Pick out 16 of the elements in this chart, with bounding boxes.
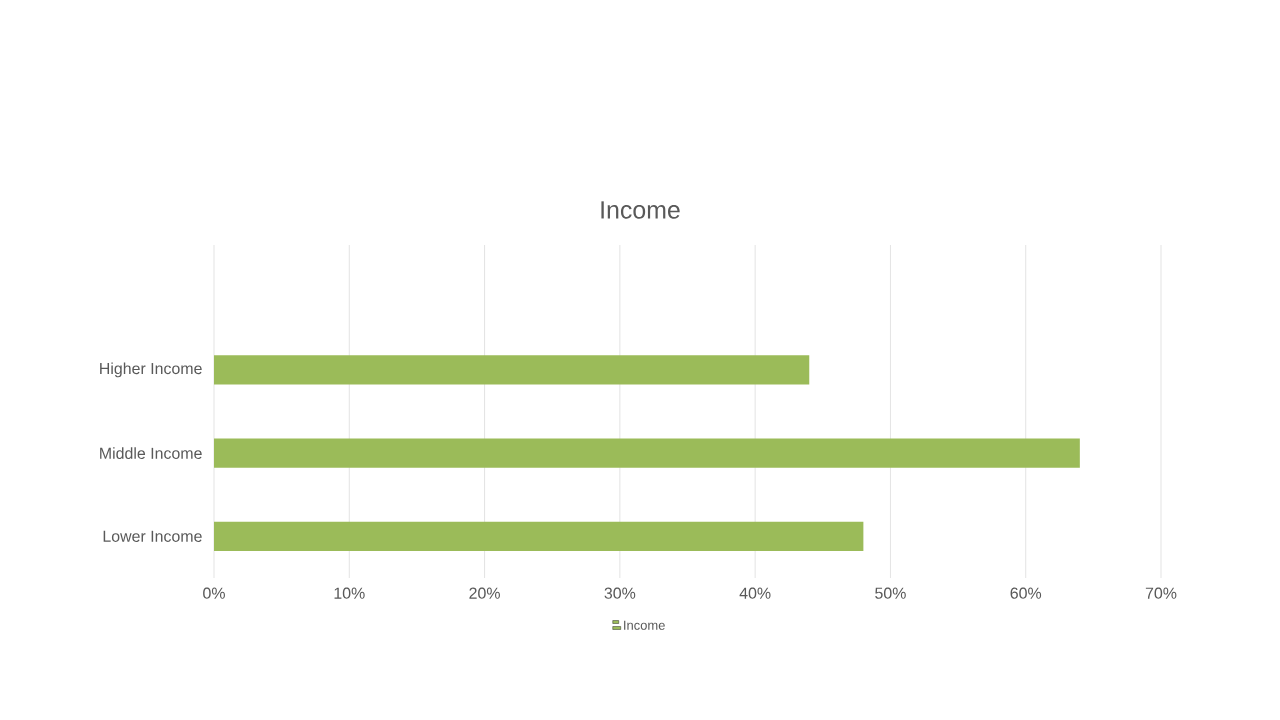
bar (214, 438, 1080, 468)
x-tick-label: 40% (739, 587, 771, 599)
x-tick-label: 30% (604, 587, 636, 599)
x-tick-label: 10% (334, 587, 365, 599)
x-tick-label: 20% (469, 587, 500, 599)
x-tick-label: 0% (203, 587, 225, 599)
bar (214, 355, 810, 385)
legend-label: Income (624, 620, 665, 630)
x-tick-label: 60% (1010, 587, 1042, 599)
bar (214, 521, 864, 551)
y-tick-label: Higher Income (100, 362, 202, 378)
chart-title: Income (601, 201, 680, 219)
x-tick-label: 70% (1145, 587, 1177, 599)
y-tick-label: Middle Income (100, 447, 202, 459)
y-tick-label: Lower Income (103, 530, 202, 542)
x-tick-label: 50% (875, 587, 906, 599)
